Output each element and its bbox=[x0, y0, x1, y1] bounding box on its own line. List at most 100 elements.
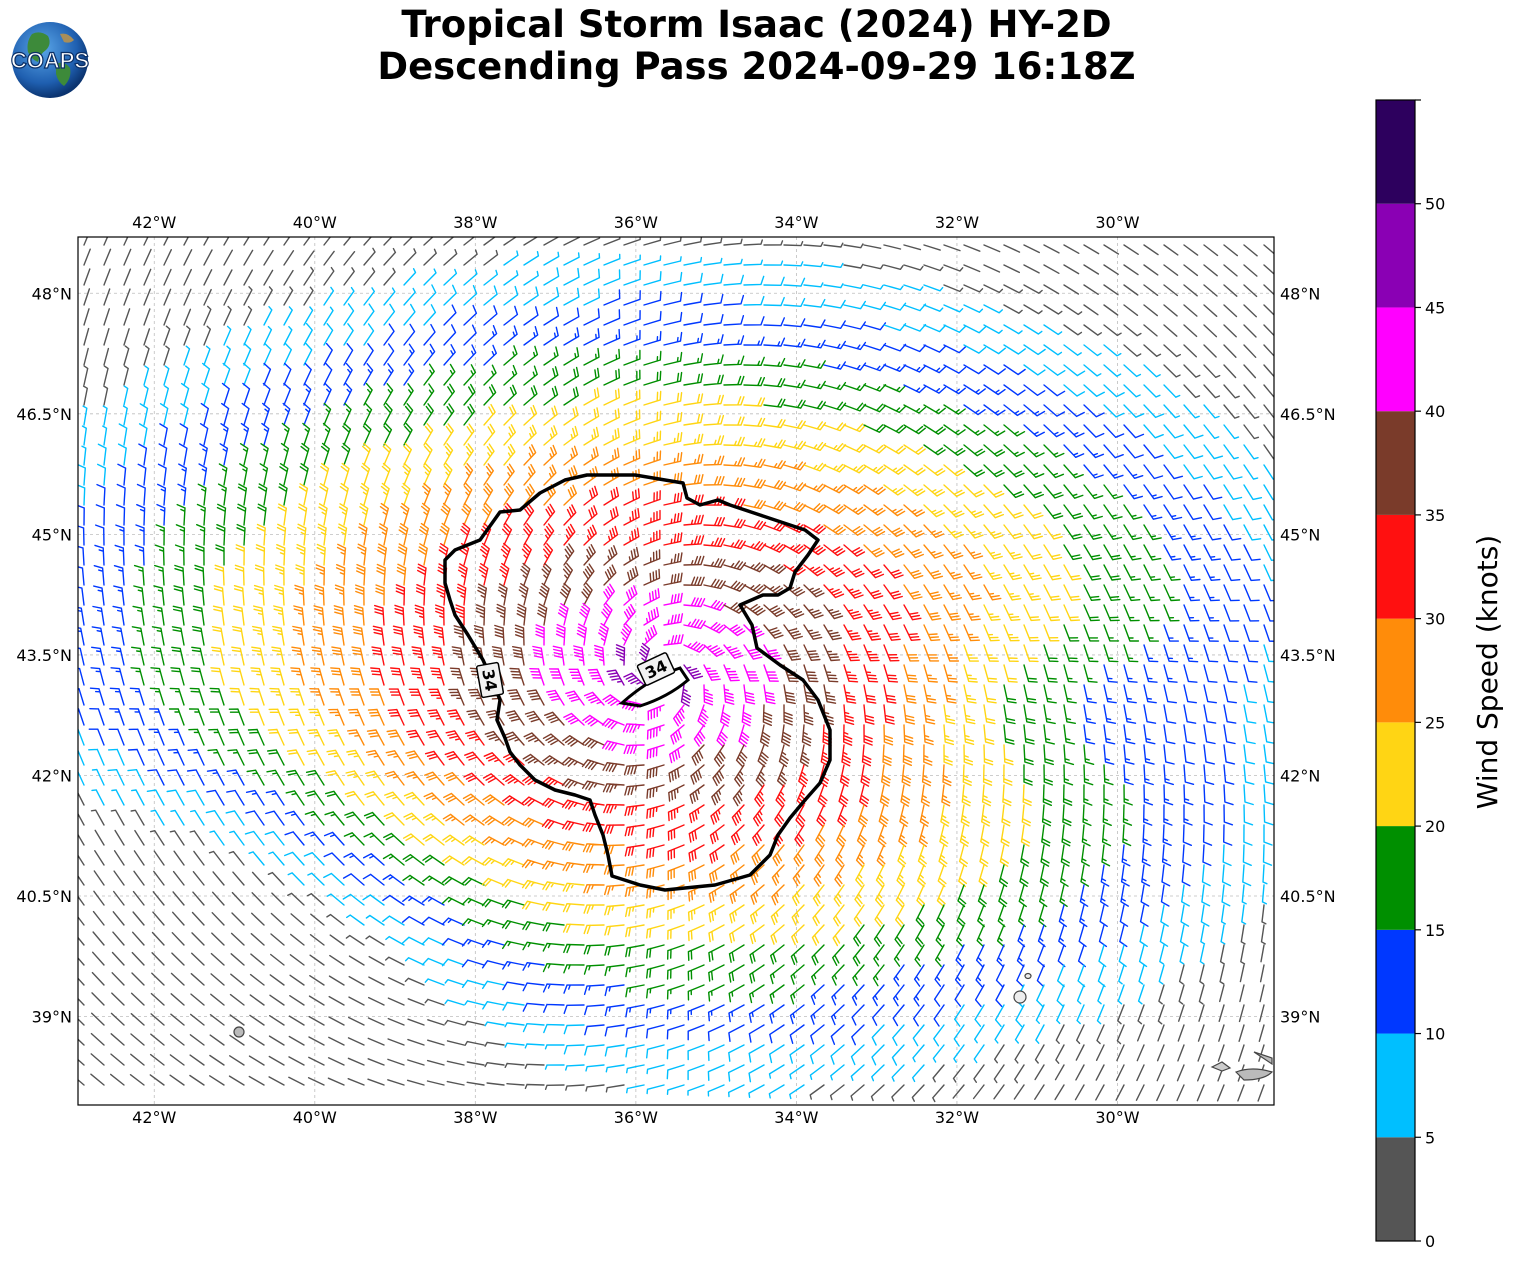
wind-barb bbox=[723, 274, 744, 286]
wind-barb bbox=[963, 444, 986, 457]
wind-barb bbox=[943, 644, 960, 662]
wind-barb bbox=[339, 482, 349, 506]
wind-barb bbox=[1243, 264, 1258, 277]
wind-barb bbox=[923, 244, 941, 251]
wind-barb bbox=[1223, 544, 1241, 561]
wind-barb bbox=[103, 268, 111, 286]
wind-barb bbox=[82, 405, 88, 426]
wind-barb bbox=[503, 364, 518, 386]
wind-barb bbox=[279, 463, 289, 486]
wind-barb bbox=[663, 492, 683, 506]
wind-barb bbox=[723, 375, 745, 386]
wind-barb bbox=[1063, 364, 1086, 377]
wind-barb bbox=[154, 564, 165, 586]
wind-barb bbox=[183, 288, 192, 306]
wind-barb bbox=[463, 344, 477, 366]
wind-barb bbox=[583, 407, 600, 426]
wind-barb bbox=[1003, 444, 1025, 458]
wind-barb bbox=[1083, 244, 1100, 255]
wind-barb bbox=[1043, 544, 1063, 560]
wind-barb bbox=[1223, 524, 1242, 541]
wind-barb bbox=[563, 386, 579, 406]
wind-barb bbox=[623, 488, 640, 506]
wind-barb bbox=[463, 403, 476, 426]
wind-barb bbox=[743, 417, 766, 427]
wind-barb bbox=[83, 248, 91, 266]
wind-barb bbox=[663, 472, 683, 486]
wind-barb bbox=[1143, 584, 1161, 602]
wind-barb bbox=[215, 544, 225, 566]
wind-barb bbox=[1223, 584, 1240, 602]
wind-barb bbox=[463, 482, 473, 506]
wind-barb bbox=[158, 443, 168, 466]
wind-barb bbox=[253, 584, 265, 606]
wind-barb bbox=[763, 500, 787, 511]
wind-barb bbox=[663, 392, 683, 406]
wind-barb bbox=[883, 584, 903, 600]
wind-barb bbox=[223, 289, 233, 306]
wind-barb bbox=[1103, 324, 1122, 337]
wind-barb bbox=[1203, 464, 1223, 480]
wind-barb bbox=[1163, 524, 1182, 541]
wind-barb bbox=[563, 445, 578, 466]
wind-barb bbox=[923, 584, 943, 600]
wind-barb bbox=[1043, 344, 1063, 356]
wind-barb bbox=[1043, 284, 1060, 295]
wind-barb bbox=[103, 385, 109, 406]
wind-barb bbox=[183, 365, 190, 386]
wind-barb bbox=[863, 322, 887, 331]
wind-barb bbox=[783, 318, 806, 328]
wind-barb bbox=[603, 309, 621, 326]
wind-barb bbox=[78, 627, 85, 646]
wind-barb bbox=[1163, 464, 1184, 480]
wind-barb bbox=[943, 424, 966, 436]
wind-barb bbox=[743, 458, 766, 468]
wind-barb bbox=[243, 286, 253, 306]
wind-barb bbox=[1083, 364, 1102, 377]
wind-barb bbox=[1143, 244, 1159, 256]
wind-barb bbox=[863, 484, 886, 495]
wind-barb bbox=[943, 564, 963, 580]
wind-barb bbox=[643, 330, 662, 346]
wind-barb bbox=[1123, 484, 1143, 500]
wind-barb bbox=[683, 393, 704, 406]
wind-barb bbox=[232, 605, 245, 626]
wind-barb bbox=[543, 251, 560, 266]
wind-barb bbox=[923, 544, 944, 559]
wind-barb bbox=[1063, 344, 1082, 356]
wind-barb bbox=[463, 304, 478, 326]
wind-barb bbox=[1263, 564, 1274, 582]
wind-barb bbox=[341, 442, 351, 466]
wind-barb bbox=[1183, 364, 1201, 378]
wind-barb bbox=[903, 504, 925, 517]
wind-barb bbox=[1063, 564, 1082, 581]
wind-barb bbox=[503, 404, 517, 426]
colorbar-bin bbox=[1376, 514, 1415, 619]
wind-barb bbox=[863, 584, 884, 600]
colorbar-bin bbox=[1376, 1033, 1415, 1138]
wind-barb bbox=[421, 502, 431, 526]
wind-barb bbox=[435, 604, 445, 626]
wind-barb bbox=[703, 644, 725, 657]
wind-barb bbox=[643, 271, 662, 286]
wind-barb bbox=[823, 644, 841, 662]
wind-barb bbox=[483, 364, 497, 386]
wind-barb bbox=[703, 334, 724, 346]
wind-barb bbox=[1203, 564, 1221, 581]
wind-barb bbox=[361, 462, 371, 486]
wind-barb bbox=[883, 384, 907, 393]
wind-barb bbox=[763, 398, 786, 408]
wind-barb bbox=[883, 464, 906, 475]
wind-barb bbox=[374, 604, 385, 626]
wind-barb bbox=[983, 344, 1006, 355]
wind-barb bbox=[500, 542, 511, 566]
wind-barb bbox=[723, 560, 747, 571]
wind-barb bbox=[1263, 244, 1274, 255]
wind-barb bbox=[1183, 504, 1203, 521]
wind-barb bbox=[1023, 504, 1044, 519]
wind-barb bbox=[423, 248, 437, 266]
wind-barb bbox=[683, 312, 703, 326]
wind-barb bbox=[352, 625, 365, 646]
wind-barb bbox=[243, 325, 252, 346]
wind-barb bbox=[783, 564, 806, 576]
